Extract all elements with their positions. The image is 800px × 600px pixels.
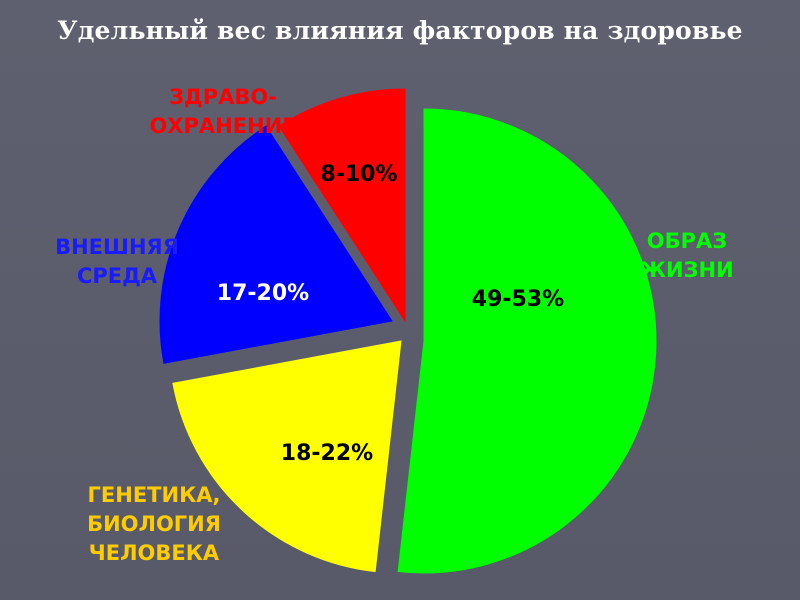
- slice-category-label-line: ОХРАНЕНИЕ: [149, 114, 296, 138]
- slice-value-label-environment: 17-20%: [217, 281, 309, 306]
- pie-slice-lifestyle: [397, 108, 657, 574]
- slice-category-label-line: БИОЛОГИЯ: [87, 512, 221, 536]
- slice-category-label-line: ЖИЗНИ: [640, 258, 733, 282]
- slice-category-label-lifestyle: ОБРАЗ ЖИЗНИ: [640, 229, 733, 282]
- slice-category-label-line: СРЕДА: [77, 264, 158, 288]
- chart-title: Удельный вес влияния факторов на здоровь…: [57, 16, 743, 45]
- slice-category-label-environment: ВНЕШНЯЯ СРЕДА: [55, 235, 179, 288]
- slice-category-label-line: ГЕНЕТИКА,: [88, 483, 221, 507]
- slice-category-label-line: ЧЕЛОВЕКА: [89, 541, 220, 565]
- slice-value-label-healthcare: 8-10%: [320, 162, 397, 187]
- slice-value-label-genetics: 18-22%: [281, 441, 373, 466]
- slice-value-label-lifestyle: 49-53%: [472, 287, 564, 312]
- slice-category-label-genetics: ГЕНЕТИКА, БИОЛОГИЯ ЧЕЛОВЕКА: [87, 483, 221, 565]
- pie-slice-healthcare: [278, 88, 406, 323]
- slice-category-label-line: ОБРАЗ: [647, 229, 727, 253]
- slice-category-label-line: ВНЕШНЯЯ: [55, 235, 179, 259]
- slice-category-label-line: ЗДРАВО-: [169, 85, 277, 109]
- slice-category-label-healthcare: ЗДРАВО- ОХРАНЕНИЕ: [149, 85, 296, 138]
- pie-slice-environment: [159, 125, 393, 364]
- pie-slice-genetics: [172, 340, 402, 573]
